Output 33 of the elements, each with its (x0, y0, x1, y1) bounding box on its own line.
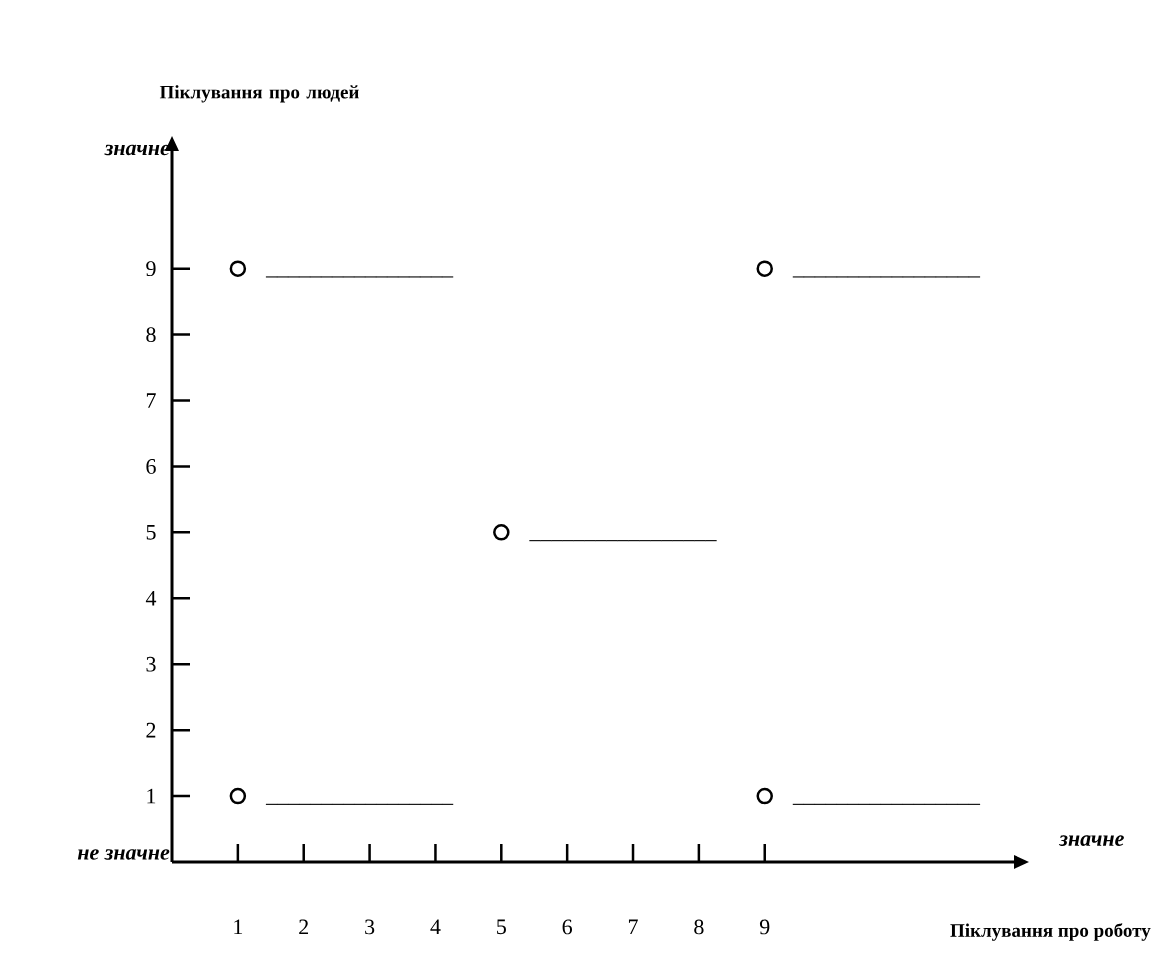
x-tick-label: 1 (234, 919, 243, 935)
y-tick-label: 7 (146, 393, 156, 408)
point (756, 260, 773, 277)
text: значне (1058, 835, 1124, 846)
x-tick-label: 5 (497, 919, 506, 935)
y-tick-label: 8 (146, 327, 156, 343)
x-tick-label: 6 (562, 919, 573, 935)
y-tick-label: 5 (146, 525, 156, 540)
point (229, 260, 247, 277)
y-axis-title: Піклування про людей (159, 85, 359, 103)
annotation: _________________ (792, 803, 981, 805)
point (229, 787, 247, 805)
x-tick-label: 8 (694, 919, 704, 935)
y-tick-label: 3 (146, 656, 156, 672)
y-tick-label: 6 (146, 459, 156, 474)
x-tick-label: 2 (299, 919, 309, 935)
text: значне (104, 144, 170, 156)
x-tick-label: 7 (628, 919, 638, 934)
y-tick-label: 4 (145, 591, 157, 606)
x-axis-title: Піклування про роботу (950, 923, 1151, 941)
annotation: _________________ (265, 803, 454, 805)
text: не значне (77, 849, 170, 860)
y-tick-label: 1 (147, 788, 156, 804)
annotation: _________________ (529, 540, 717, 542)
x-tick-label: 4 (430, 919, 441, 934)
x-tick-label: 9 (759, 919, 770, 935)
y-tick-label: 9 (146, 261, 156, 277)
y-tick-label: 2 (146, 722, 156, 738)
x-tick-label: 3 (365, 919, 375, 935)
annotation: _________________ (792, 276, 981, 278)
annotation: _________________ (265, 276, 454, 278)
point (756, 787, 773, 805)
point (493, 524, 510, 541)
